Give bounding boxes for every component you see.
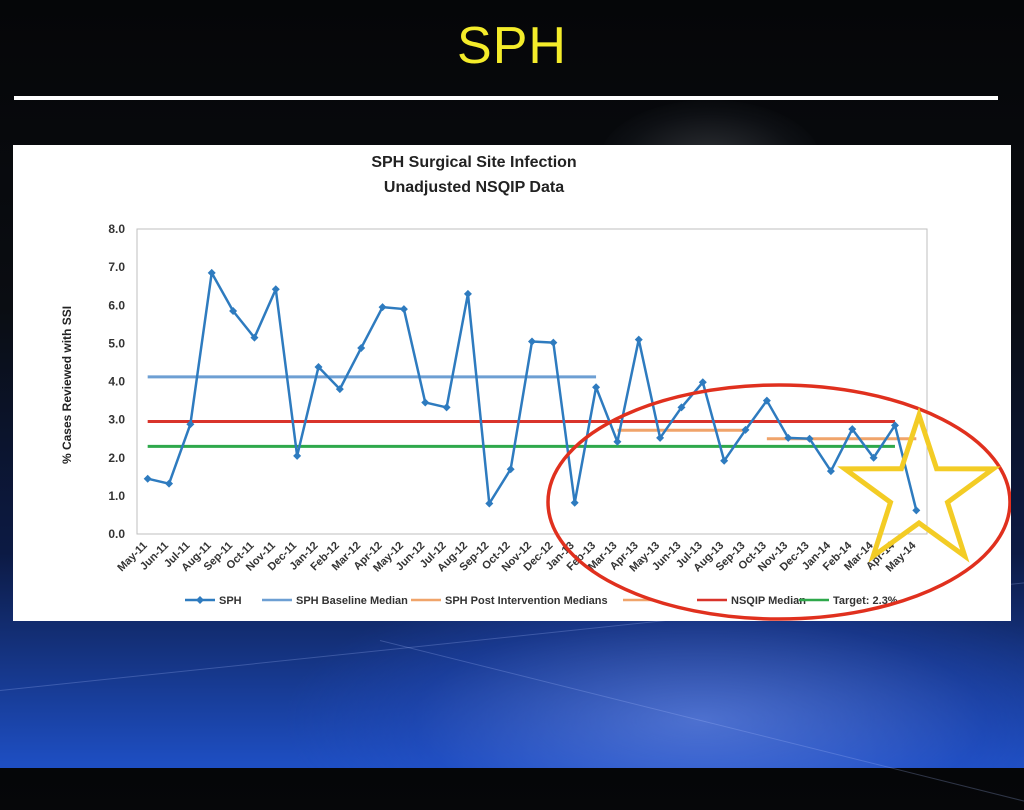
data-point bbox=[549, 338, 558, 347]
data-point bbox=[570, 498, 579, 507]
slide-title: SPH bbox=[457, 17, 567, 75]
data-point bbox=[421, 398, 430, 407]
data-point bbox=[784, 433, 793, 442]
data-point bbox=[634, 335, 643, 344]
data-point bbox=[698, 378, 707, 387]
y-tick-label: 3.0 bbox=[108, 413, 125, 427]
plot-area-border bbox=[136, 228, 928, 535]
data-point bbox=[890, 421, 899, 430]
legend-marker bbox=[196, 596, 204, 604]
data-point bbox=[912, 506, 921, 515]
y-tick-label: 4.0 bbox=[108, 375, 125, 389]
data-point bbox=[463, 289, 472, 298]
data-point bbox=[271, 285, 280, 294]
data-point bbox=[186, 420, 195, 429]
data-point bbox=[592, 383, 601, 392]
highlight-ellipse bbox=[546, 383, 1011, 621]
data-point bbox=[656, 433, 665, 442]
data-point bbox=[207, 268, 216, 277]
y-tick-label: 2.0 bbox=[108, 451, 125, 465]
y-tick-label: 0.0 bbox=[108, 527, 125, 541]
data-point bbox=[442, 403, 451, 412]
legend-label: SPH bbox=[219, 595, 242, 607]
line-chart: SPH Surgical Site Infection Unadjusted N… bbox=[60, 154, 1011, 621]
data-point bbox=[506, 465, 515, 474]
star-annotation bbox=[837, 406, 1001, 563]
chart-title: SPH Surgical Site Infection bbox=[371, 154, 576, 171]
data-point bbox=[229, 306, 238, 315]
data-point bbox=[335, 385, 344, 394]
legend-label: NSQIP Median bbox=[731, 595, 806, 607]
data-point bbox=[613, 437, 622, 446]
y-axis-label: % Cases Reviewed with SSI bbox=[60, 306, 74, 464]
title-divider bbox=[14, 96, 998, 100]
data-point bbox=[143, 474, 152, 483]
y-tick-label: 6.0 bbox=[108, 298, 125, 312]
data-point bbox=[528, 337, 536, 346]
data-point bbox=[314, 363, 323, 372]
chart-panel: SPH Surgical Site Infection Unadjusted N… bbox=[13, 145, 1011, 621]
data-point bbox=[805, 434, 814, 443]
data-point bbox=[399, 305, 408, 314]
legend-label: SPH Post Intervention Medians bbox=[445, 595, 608, 607]
y-tick-label: 5.0 bbox=[108, 336, 125, 350]
data-point bbox=[165, 479, 174, 488]
data-point bbox=[485, 499, 494, 508]
y-tick-label: 8.0 bbox=[108, 222, 125, 236]
data-point bbox=[869, 453, 878, 462]
floor-line bbox=[379, 640, 1024, 810]
data-point bbox=[293, 451, 302, 460]
data-point bbox=[378, 303, 387, 312]
legend-label: SPH Baseline Median bbox=[296, 595, 408, 607]
data-point bbox=[720, 456, 729, 465]
data-point bbox=[762, 396, 771, 405]
data-point bbox=[357, 343, 366, 352]
y-tick-label: 7.0 bbox=[108, 260, 125, 274]
data-point bbox=[848, 425, 857, 434]
data-point bbox=[250, 333, 259, 342]
y-tick-label: 1.0 bbox=[108, 489, 125, 503]
data-point bbox=[677, 403, 686, 412]
series-line bbox=[147, 271, 918, 511]
legend-label: Target: 2.3% bbox=[833, 595, 898, 607]
data-point bbox=[826, 467, 835, 476]
chart-subtitle: Unadjusted NSQIP Data bbox=[384, 179, 564, 196]
data-point bbox=[741, 425, 750, 434]
